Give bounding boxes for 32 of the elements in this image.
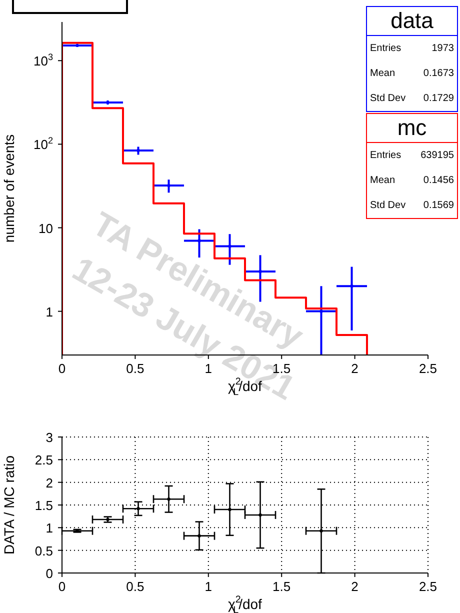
text: data — [367, 7, 457, 36]
y-tick-label: 0.5 — [34, 543, 53, 558]
y-tick-label: 10 — [38, 220, 53, 236]
y-tick-label: 0 — [46, 566, 53, 581]
y-tick-label: 3 — [46, 430, 53, 445]
y-tick-label: 1.5 — [34, 498, 53, 513]
text: mc — [367, 114, 457, 143]
x-tick-label: 0 — [58, 579, 66, 594]
y-axis-title: number of events — [1, 134, 17, 243]
y-tick-label: 10$^{2}$ — [33, 135, 53, 152]
text: Std Dev 0.1729 — [370, 93, 454, 104]
y-tick-label: 10$^{3}$ — [33, 52, 53, 69]
text: Entries 639195 — [370, 150, 454, 161]
x-tick-label: 0 — [58, 361, 66, 376]
x-tick-label: 0.5 — [126, 361, 144, 376]
x-tick-label: 2.5 — [418, 361, 438, 376]
y-tick-label: 1 — [46, 304, 53, 320]
text: Std Dev 0.1569 — [370, 200, 454, 211]
y-tick-label: 2.5 — [34, 452, 53, 468]
x-tick-label: 2.5 — [418, 579, 438, 594]
y-tick-label: 1 — [46, 520, 53, 536]
text: Mean 0.1456 — [370, 175, 454, 186]
x-tick-label: 2 — [351, 361, 358, 376]
text: Mean 0.1673 — [370, 68, 454, 79]
text: Entries 1973 — [370, 43, 454, 54]
x-tick-label: 1 — [204, 579, 212, 594]
y-tick-label: 2 — [46, 475, 53, 490]
y-axis-title: DATA / MC ratio — [1, 455, 17, 555]
x-tick-label: 0.5 — [126, 579, 144, 594]
x-tick-label: 2 — [351, 579, 358, 594]
x-tick-label: 1 — [204, 361, 212, 376]
x-tick-label: 1.5 — [272, 579, 291, 594]
